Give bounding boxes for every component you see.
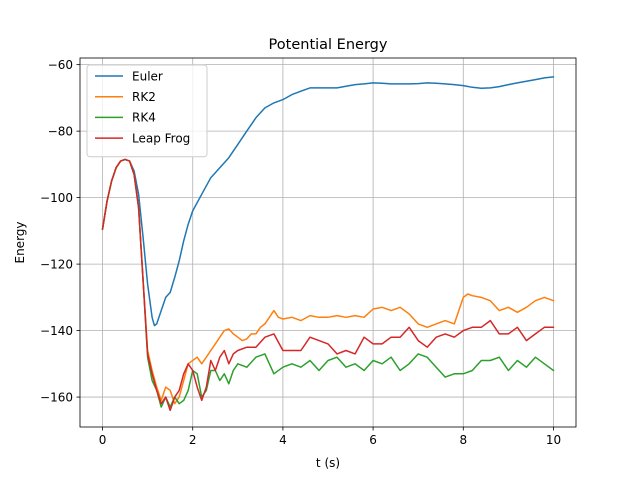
y-tick-label: −60: [48, 58, 73, 72]
axis-ticks: 0 2 4 6 8 10 −160 −140 −120 −100 −80 −60: [40, 58, 561, 447]
legend-label: Leap Frog: [132, 131, 190, 145]
x-tick-label: 0: [99, 433, 107, 447]
legend-label: RK2: [132, 90, 156, 104]
x-axis-label: t (s): [316, 456, 340, 470]
x-tick-label: 2: [189, 433, 197, 447]
series-line-rk2: [101, 158, 555, 405]
x-tick-label: 6: [369, 433, 377, 447]
legend: Euler RK2 RK4 Leap Frog: [86, 64, 208, 158]
y-tick-label: −140: [40, 324, 73, 338]
x-tick-label: 4: [279, 433, 287, 447]
y-tick-label: −80: [48, 124, 73, 138]
legend-label: Euler: [132, 69, 163, 83]
plot-frame: [79, 57, 577, 428]
chart-title: Potential Energy: [269, 37, 388, 53]
y-tick-label: −120: [40, 257, 73, 271]
grid: [80, 58, 576, 427]
series-line-rk4: [101, 158, 555, 408]
y-tick-label: −100: [40, 191, 73, 205]
series-line-leap-frog: [101, 158, 555, 412]
y-axis-label: Energy: [13, 221, 27, 263]
legend-box: [86, 64, 208, 158]
x-tick-label: 10: [546, 433, 561, 447]
y-tick-label: −160: [40, 390, 73, 404]
legend-label: RK4: [132, 111, 156, 125]
series-line-euler: [101, 76, 555, 327]
series-lines: [101, 76, 555, 412]
x-tick-label: 8: [459, 433, 467, 447]
